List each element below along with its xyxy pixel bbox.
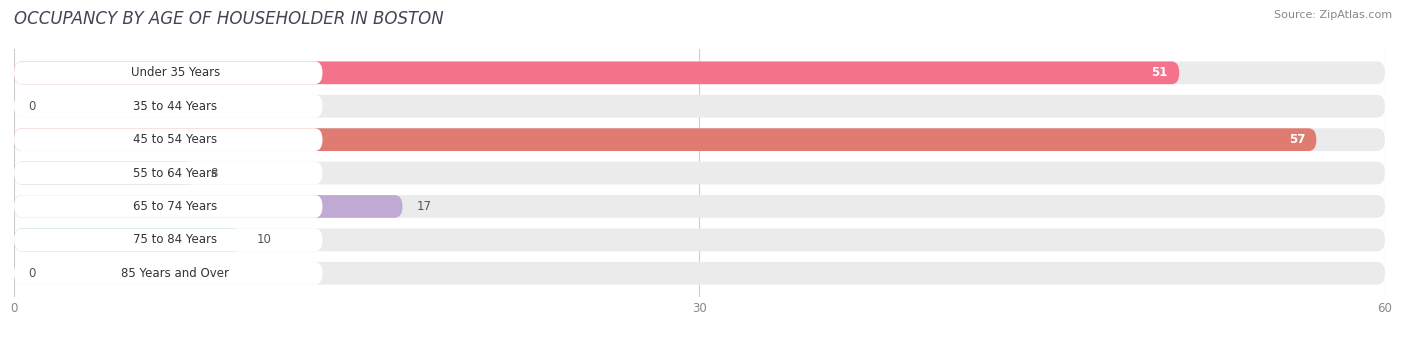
- FancyBboxPatch shape: [14, 61, 1385, 84]
- FancyBboxPatch shape: [14, 128, 322, 151]
- Text: Source: ZipAtlas.com: Source: ZipAtlas.com: [1274, 10, 1392, 20]
- Text: 0: 0: [28, 100, 35, 113]
- Text: 8: 8: [211, 166, 218, 180]
- Text: 57: 57: [1288, 133, 1305, 146]
- FancyBboxPatch shape: [14, 162, 322, 184]
- Text: Under 35 Years: Under 35 Years: [131, 66, 219, 79]
- Text: 45 to 54 Years: 45 to 54 Years: [134, 133, 217, 146]
- FancyBboxPatch shape: [14, 128, 1316, 151]
- FancyBboxPatch shape: [14, 162, 197, 184]
- FancyBboxPatch shape: [14, 228, 1385, 251]
- Text: 0: 0: [28, 267, 35, 280]
- Text: 51: 51: [1152, 66, 1168, 79]
- Text: 35 to 44 Years: 35 to 44 Years: [134, 100, 217, 113]
- FancyBboxPatch shape: [14, 95, 1385, 118]
- Text: 65 to 74 Years: 65 to 74 Years: [134, 200, 218, 213]
- FancyBboxPatch shape: [14, 128, 1385, 151]
- FancyBboxPatch shape: [14, 228, 322, 251]
- FancyBboxPatch shape: [14, 262, 322, 285]
- FancyBboxPatch shape: [14, 95, 322, 118]
- Text: 55 to 64 Years: 55 to 64 Years: [134, 166, 217, 180]
- FancyBboxPatch shape: [14, 195, 1385, 218]
- FancyBboxPatch shape: [14, 61, 322, 84]
- FancyBboxPatch shape: [14, 61, 1180, 84]
- Text: 17: 17: [416, 200, 432, 213]
- Text: 85 Years and Over: 85 Years and Over: [121, 267, 229, 280]
- Text: OCCUPANCY BY AGE OF HOUSEHOLDER IN BOSTON: OCCUPANCY BY AGE OF HOUSEHOLDER IN BOSTO…: [14, 10, 444, 28]
- Text: 75 to 84 Years: 75 to 84 Years: [134, 233, 217, 247]
- FancyBboxPatch shape: [14, 162, 1385, 184]
- Text: 10: 10: [256, 233, 271, 247]
- FancyBboxPatch shape: [14, 195, 322, 218]
- FancyBboxPatch shape: [14, 195, 402, 218]
- FancyBboxPatch shape: [14, 262, 1385, 285]
- FancyBboxPatch shape: [14, 228, 243, 251]
